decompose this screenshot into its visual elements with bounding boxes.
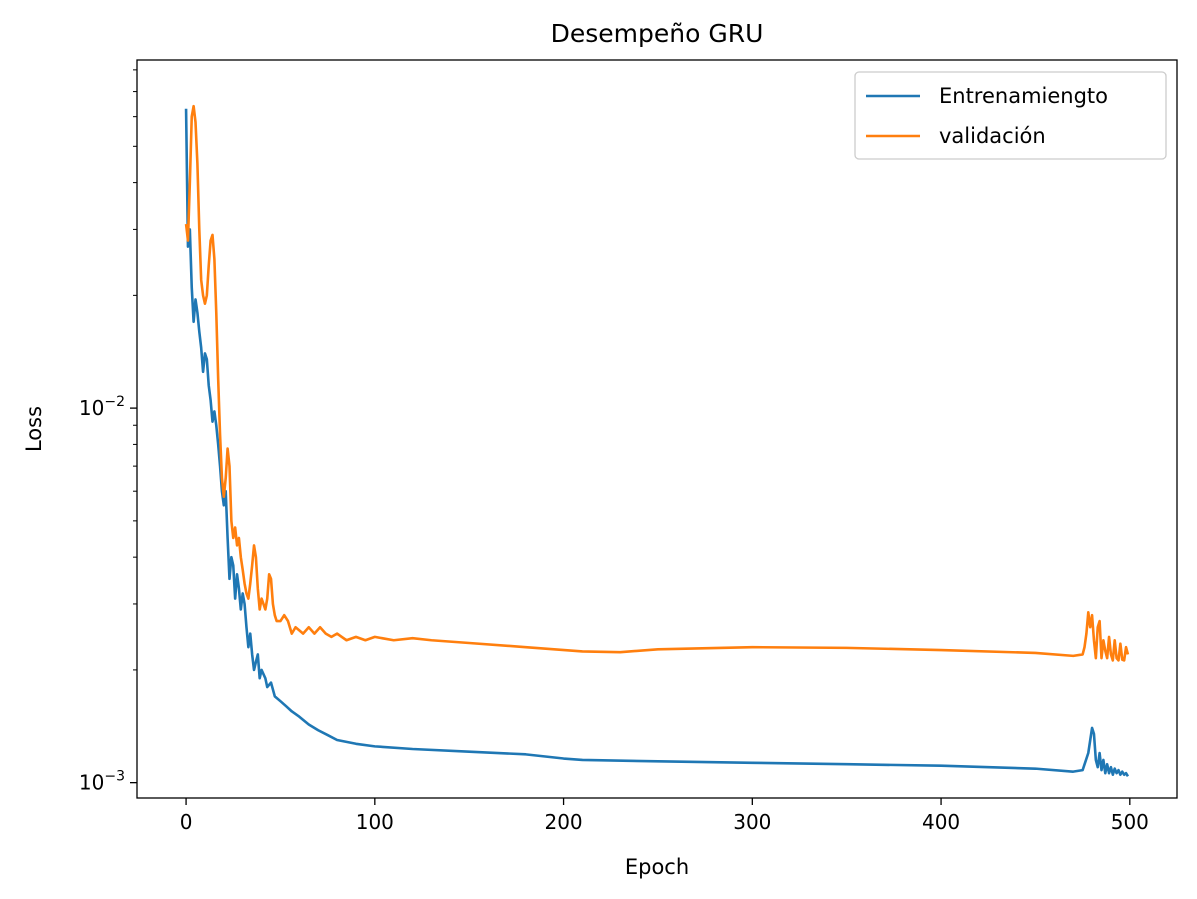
- legend-label: validación: [939, 124, 1046, 148]
- x-axis: 0 100 200 300 400 500: [180, 798, 1149, 834]
- series-line-validation: [184, 104, 1130, 662]
- legend-label: Entrenamiengto: [939, 84, 1108, 108]
- x-axis-label: Epoch: [625, 855, 689, 879]
- y-axis: 10−3 10−2: [79, 69, 137, 795]
- x-tick-label: 0: [180, 810, 193, 834]
- x-tick-label: 400: [922, 810, 960, 834]
- x-tick-label: 300: [733, 810, 771, 834]
- x-tick-label: 200: [544, 810, 582, 834]
- series-layer: [184, 104, 1130, 777]
- x-tick-label: 100: [356, 810, 394, 834]
- legend: Entrenamiengto validación: [854, 71, 1167, 160]
- series-line-train: [184, 108, 1130, 777]
- x-tick-label: 500: [1111, 810, 1149, 834]
- legend-box: [854, 71, 1167, 160]
- y-axis-label: Loss: [22, 406, 46, 452]
- plot-frame: [136, 59, 1178, 799]
- plot-area: [136, 59, 1178, 799]
- legend-items: Entrenamiengto validación: [866, 84, 1108, 148]
- y-tick-label: 10−3: [79, 769, 125, 795]
- chart-title: Desempeño GRU: [551, 19, 764, 48]
- y-tick-label: 10−2: [79, 394, 125, 420]
